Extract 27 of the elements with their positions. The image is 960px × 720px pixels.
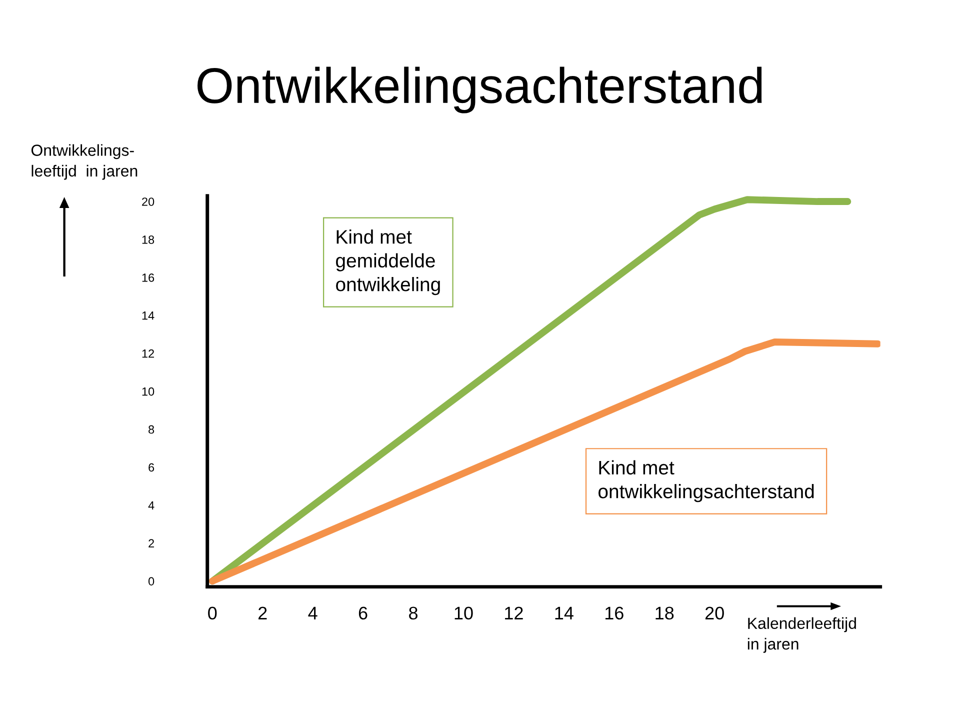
x-tick-label: 8 <box>409 606 418 620</box>
x-tick-label: 16 <box>605 606 624 620</box>
x-tick-label: 2 <box>258 606 267 620</box>
y-tick-label: 8 <box>148 425 154 434</box>
x-tick-label: 0 <box>208 606 217 620</box>
y-tick-label: 12 <box>142 349 154 358</box>
x-tick-label: 20 <box>705 606 724 620</box>
chart-title: Ontwikkelingsachterstand <box>198 66 762 114</box>
y-tick-label: 20 <box>142 198 154 206</box>
y-tick-label: 2 <box>148 539 154 548</box>
y-tick-label: 6 <box>148 463 154 472</box>
y-tick-label: 18 <box>142 236 154 244</box>
x-tick-label: 4 <box>308 606 318 620</box>
y-tick-label: 4 <box>148 501 154 510</box>
annotation: Kind met ontwikkelingsachterstand <box>598 460 814 502</box>
y-tick-label: 14 <box>142 312 154 320</box>
y-tick-label: 10 <box>142 387 154 396</box>
annotation: Kind met gemiddelde ontwikkeling <box>336 229 440 296</box>
x-tick-label: 18 <box>656 606 674 620</box>
y-tick-label: 16 <box>142 273 154 282</box>
x-tick-label: 6 <box>358 606 368 620</box>
y-tick-label: 0 <box>148 577 154 586</box>
x-tick-label: 10 <box>454 606 473 620</box>
x-tick-label: 14 <box>555 606 574 620</box>
y-axis-title: Ontwikkelings- leeftijd in jaren <box>31 144 138 180</box>
x-axis-title: Kalenderleeftijd in jaren <box>748 617 856 653</box>
x-tick-label: 12 <box>505 606 523 620</box>
